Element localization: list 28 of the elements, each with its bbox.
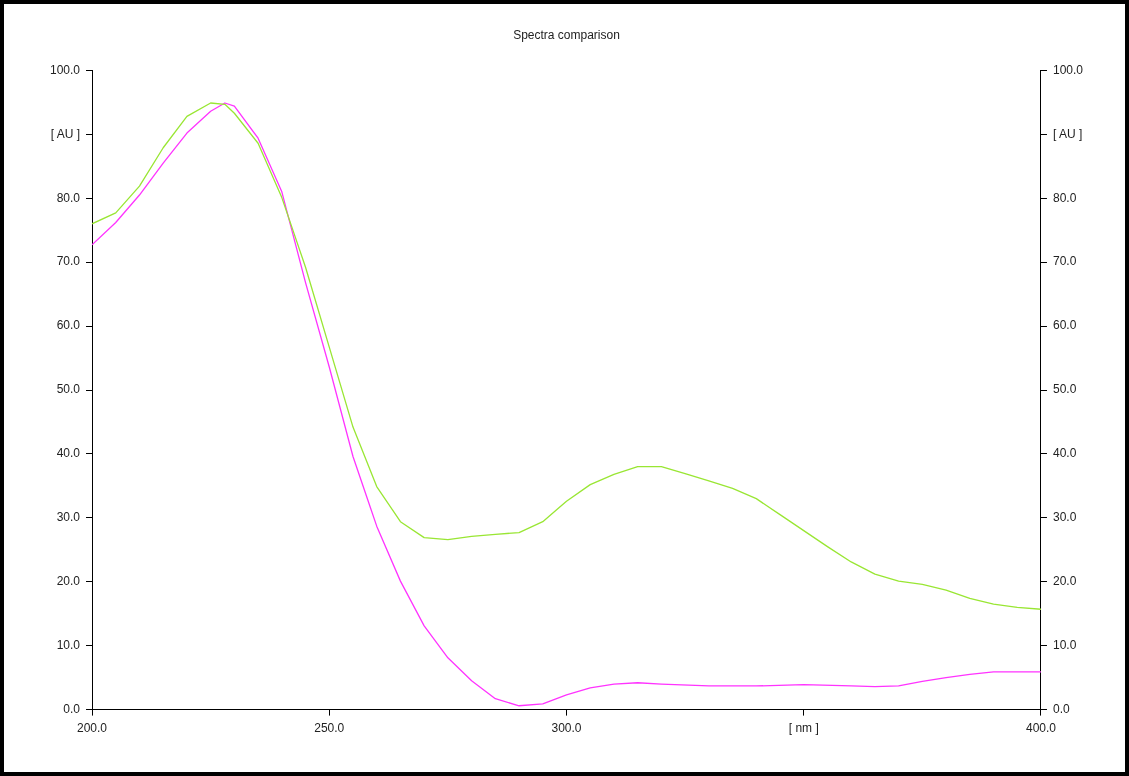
y-tick-label: 10.0 — [56, 637, 81, 652]
y2-tick-label: 50.0 — [1052, 382, 1077, 397]
y-tick-label: 40.0 — [56, 446, 81, 461]
y2-tick-label: 70.0 — [1052, 254, 1077, 269]
y2-tick-label: [ AU ] — [1052, 126, 1083, 141]
y2-tick-label: 0.0 — [1052, 701, 1070, 716]
y2-tick-label: 20.0 — [1052, 574, 1077, 589]
y-tick-label: 80.0 — [56, 190, 81, 205]
y2-tick-label: 40.0 — [1052, 446, 1077, 461]
y2-tick-label: 30.0 — [1052, 510, 1077, 525]
x-tick-label: [ nm ] — [788, 721, 819, 736]
y-tick-label: [ AU ] — [50, 126, 81, 141]
y2-tick-label: 60.0 — [1052, 318, 1077, 333]
x-tick-label: 300.0 — [551, 721, 582, 736]
y-tick-label: 0.0 — [63, 701, 81, 716]
chart-title: Spectra comparison — [513, 27, 620, 42]
y-tick-label: 70.0 — [56, 254, 81, 269]
x-tick-label: 200.0 — [77, 721, 108, 736]
y-tick-label: 30.0 — [56, 510, 81, 525]
y2-tick-label: 100.0 — [1052, 62, 1084, 77]
y-tick-label: 100.0 — [50, 62, 81, 77]
y-tick-label: 50.0 — [56, 382, 81, 397]
y2-tick-label: 10.0 — [1052, 637, 1077, 652]
y2-tick-label: 80.0 — [1052, 190, 1077, 205]
x-tick-label: 400.0 — [1025, 721, 1057, 736]
y-tick-label: 60.0 — [56, 318, 81, 333]
y-tick-label: 20.0 — [56, 574, 81, 589]
x-tick-label: 250.0 — [314, 721, 345, 736]
